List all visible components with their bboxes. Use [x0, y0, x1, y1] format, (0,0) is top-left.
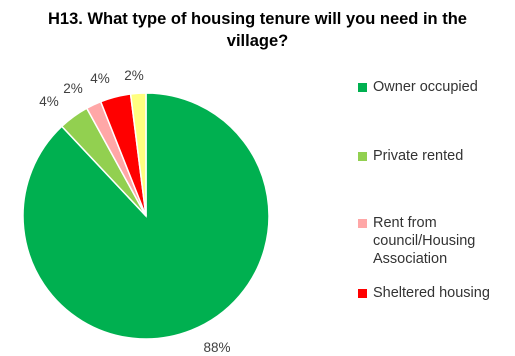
- legend-item-private-rented: Private rented: [358, 147, 513, 165]
- legend-swatch-rent-council: [358, 219, 367, 228]
- data-label-private-rented: 4%: [39, 94, 59, 109]
- data-label-owner-occupied: 88%: [203, 340, 230, 355]
- legend-item-rent-council: Rent from council/Housing Association: [358, 214, 513, 268]
- legend-swatch-owner-occupied: [358, 83, 367, 92]
- chart-title-line-2: village?: [226, 32, 289, 50]
- legend-label-rent-council: Rent from council/Housing Association: [373, 215, 476, 267]
- legend-item-owner-occupied: Owner occupied: [358, 78, 513, 96]
- data-label-sheltered-housing: 4%: [90, 71, 110, 86]
- legend-label-sheltered-housing: Sheltered housing: [373, 285, 490, 301]
- pie-slice-other: [129, 92, 147, 217]
- legend-label-owner-occupied: Owner occupied: [373, 79, 478, 95]
- legend-swatch-private-rented: [358, 152, 367, 161]
- legend-item-sheltered-housing: Sheltered housing: [358, 284, 513, 302]
- data-label-other: 2%: [124, 68, 144, 83]
- chart-title-line-1: H13. What type of housing tenure will yo…: [48, 10, 467, 28]
- chart-title: H13. What type of housing tenure will yo…: [0, 8, 515, 52]
- data-label-rent-council: 2%: [63, 81, 83, 96]
- legend-label-private-rented: Private rented: [373, 148, 464, 164]
- legend-swatch-sheltered-housing: [358, 289, 367, 298]
